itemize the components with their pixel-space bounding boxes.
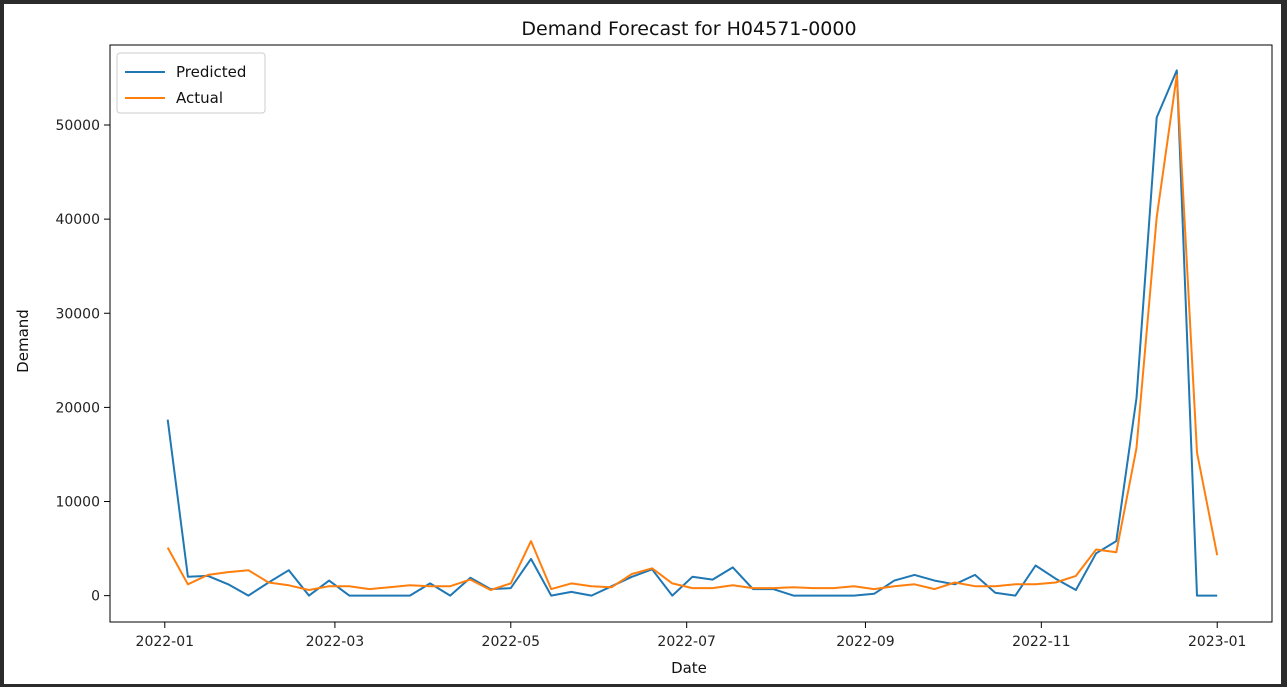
chart-title: Demand Forecast for H04571-0000 bbox=[521, 18, 856, 40]
y-tick-label: 30000 bbox=[55, 306, 100, 322]
y-tick-label: 20000 bbox=[55, 400, 100, 416]
x-tick-label: 2022-07 bbox=[657, 634, 716, 650]
legend-label-predicted: Predicted bbox=[176, 63, 246, 81]
y-tick-label: 10000 bbox=[55, 495, 100, 511]
x-tick-label: 2023-01 bbox=[1188, 634, 1247, 650]
x-tick-label: 2022-09 bbox=[836, 634, 895, 650]
legend-label-actual: Actual bbox=[176, 89, 223, 107]
y-axis-label: Demand bbox=[14, 309, 32, 373]
legend: Predicted Actual bbox=[116, 52, 266, 114]
x-axis-label: Date bbox=[671, 659, 707, 677]
y-tick-label: 50000 bbox=[55, 118, 100, 134]
y-tick-label: 40000 bbox=[55, 212, 100, 228]
series-line-predicted bbox=[166, 69, 1218, 597]
figure-canvas: Demand Forecast for H04571-0000 2022-01 2… bbox=[4, 4, 1281, 684]
y-tick-label: 0 bbox=[91, 589, 100, 605]
series-line-actual bbox=[166, 74, 1219, 591]
axes-frame bbox=[109, 44, 1273, 623]
x-tick-label: 2022-01 bbox=[136, 634, 195, 650]
x-tick-label: 2022-03 bbox=[306, 634, 365, 650]
line-chart: Demand Forecast for H04571-0000 2022-01 2… bbox=[14, 18, 1273, 677]
x-tick-label: 2022-11 bbox=[1012, 634, 1071, 650]
x-tick-label: 2022-05 bbox=[482, 634, 541, 650]
